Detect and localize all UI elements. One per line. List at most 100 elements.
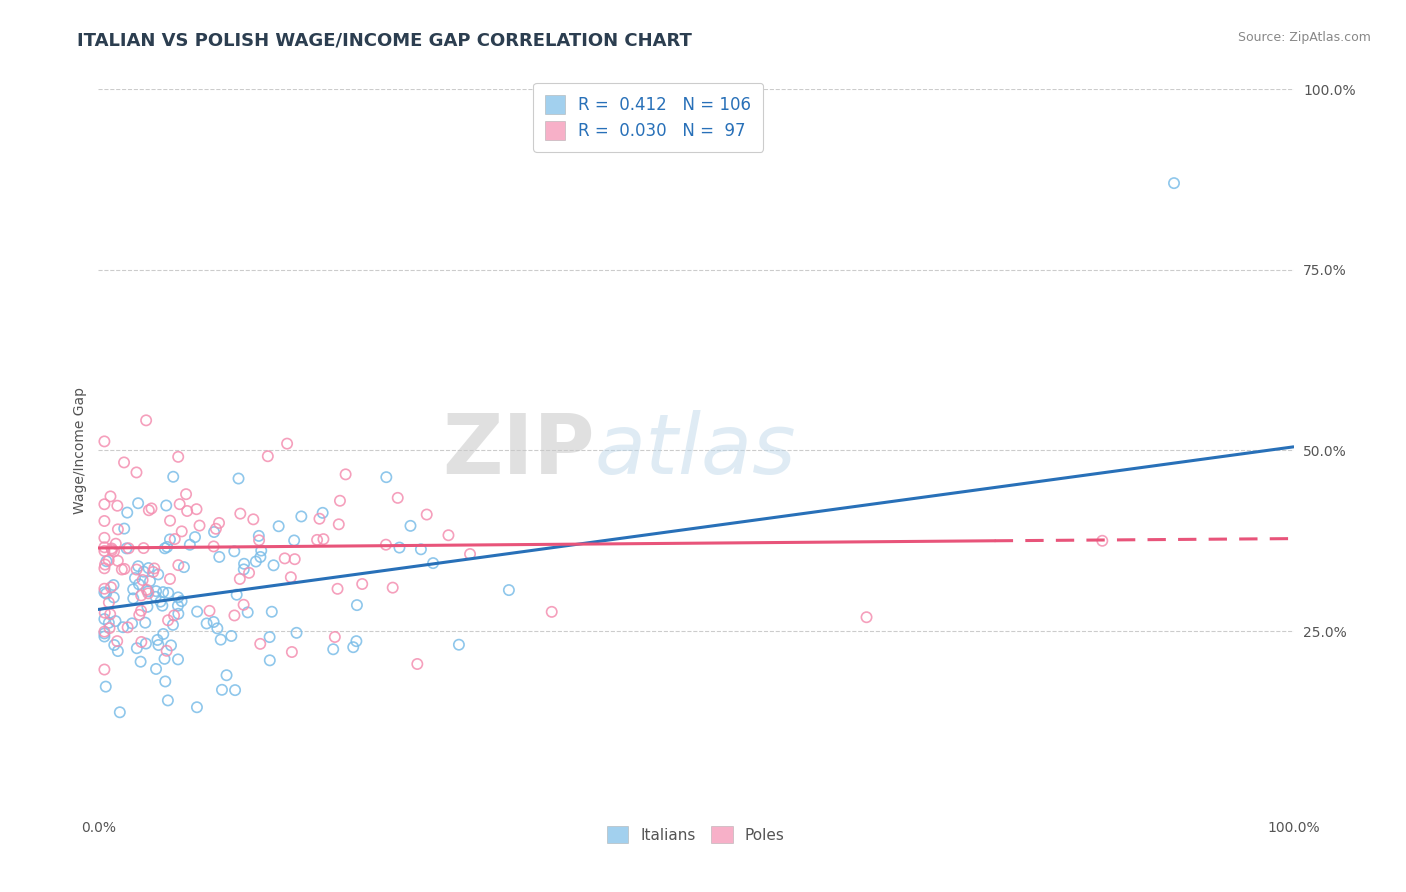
Point (111, 562, 134, 576)
Point (290, 509, 312, 524)
Point (152, 627, 174, 641)
Point (101, 543, 124, 558)
Point (128, 577, 150, 591)
Point (125, 641, 148, 656)
Point (128, 607, 150, 622)
Point (93, 544, 115, 558)
Point (93, 561, 115, 575)
Point (93, 663, 115, 677)
Point (307, 533, 329, 547)
Point (186, 605, 208, 619)
Point (145, 662, 167, 676)
Point (308, 512, 330, 526)
Point (98, 621, 121, 635)
Point (281, 645, 304, 659)
Point (129, 589, 152, 603)
Point (167, 591, 190, 605)
Point (202, 524, 225, 539)
Point (284, 552, 307, 566)
Point (326, 582, 349, 596)
Point (247, 529, 270, 543)
Point (136, 584, 159, 599)
Point (104, 537, 127, 551)
Point (280, 570, 302, 584)
Point (186, 700, 208, 714)
Text: ZIP: ZIP (441, 410, 595, 491)
Point (322, 642, 344, 657)
Point (342, 640, 364, 655)
Point (100, 490, 122, 504)
Point (179, 538, 201, 552)
Point (94, 586, 117, 600)
Point (245, 555, 267, 569)
Point (173, 560, 195, 574)
Point (136, 586, 159, 600)
Point (352, 577, 374, 591)
Point (249, 637, 271, 651)
Point (221, 629, 243, 643)
Point (138, 561, 160, 575)
Point (163, 532, 186, 546)
Point (388, 541, 411, 555)
Point (238, 566, 260, 580)
Point (148, 638, 170, 652)
Point (93, 531, 115, 545)
Point (112, 620, 135, 634)
Point (112, 562, 135, 576)
Point (124, 571, 146, 585)
Point (211, 682, 233, 697)
Point (375, 470, 398, 484)
Point (115, 541, 138, 556)
Point (93, 582, 115, 596)
Point (100, 580, 122, 594)
Point (129, 655, 152, 669)
Point (93, 497, 115, 511)
Point (328, 517, 350, 532)
Point (228, 471, 250, 485)
Point (94, 606, 117, 620)
Point (141, 501, 163, 516)
Point (188, 518, 211, 533)
Point (156, 644, 179, 658)
Point (498, 583, 520, 598)
Point (162, 618, 184, 632)
Point (259, 653, 281, 667)
Point (127, 496, 149, 510)
Point (103, 591, 125, 605)
Point (233, 557, 256, 571)
Point (283, 533, 305, 548)
Point (263, 558, 285, 573)
Point (93, 612, 115, 626)
Point (153, 652, 176, 666)
Point (169, 497, 191, 511)
Point (156, 693, 179, 707)
Point (104, 614, 127, 628)
Point (205, 522, 228, 536)
Point (122, 591, 145, 606)
Point (112, 455, 135, 469)
Point (198, 604, 221, 618)
Point (132, 565, 155, 579)
Point (416, 508, 439, 522)
Point (256, 449, 278, 463)
Point (155, 499, 177, 513)
Point (108, 706, 131, 720)
Point (125, 466, 148, 480)
Point (176, 504, 198, 518)
Point (162, 470, 184, 484)
Point (150, 599, 173, 613)
Point (195, 616, 218, 631)
Point (139, 574, 162, 589)
Point (260, 605, 283, 619)
Point (107, 554, 129, 568)
Point (105, 499, 128, 513)
Point (224, 544, 246, 558)
Y-axis label: Wage/Income Gap: Wage/Income Gap (73, 387, 87, 514)
Point (135, 636, 157, 650)
Point (232, 598, 254, 612)
Point (229, 507, 252, 521)
Point (167, 652, 190, 666)
Point (94, 558, 117, 572)
Point (103, 638, 125, 652)
Point (458, 547, 481, 561)
